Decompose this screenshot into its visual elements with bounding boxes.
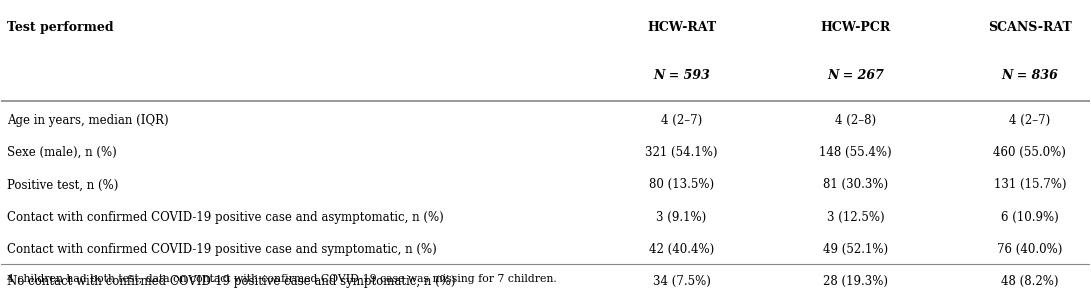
Text: 4 (2–7): 4 (2–7) [661, 114, 703, 127]
Text: 42 (40.4%): 42 (40.4%) [649, 243, 715, 256]
Text: 4 (2–8): 4 (2–8) [835, 114, 876, 127]
Text: 4 (2–7): 4 (2–7) [1009, 114, 1051, 127]
Text: Test performed: Test performed [7, 21, 113, 34]
Text: Contact with confirmed COVID-19 positive case and asymptomatic, n (%): Contact with confirmed COVID-19 positive… [7, 211, 444, 223]
Text: HCW-RAT: HCW-RAT [647, 21, 716, 34]
Text: 81 (30.3%): 81 (30.3%) [823, 178, 888, 191]
Text: 321 (54.1%): 321 (54.1%) [645, 146, 718, 159]
Text: 76 (40.0%): 76 (40.0%) [997, 243, 1063, 256]
Text: 148 (55.4%): 148 (55.4%) [819, 146, 892, 159]
Text: 49 (52.1%): 49 (52.1%) [823, 243, 888, 256]
Text: Sexe (male), n (%): Sexe (male), n (%) [7, 146, 117, 159]
Text: N = 593: N = 593 [654, 69, 710, 82]
Text: 6 (10.9%): 6 (10.9%) [1000, 211, 1058, 223]
Text: 28 (19.3%): 28 (19.3%) [823, 275, 888, 288]
Text: 48 (8.2%): 48 (8.2%) [1002, 275, 1058, 288]
Text: N = 267: N = 267 [827, 69, 884, 82]
Text: 34 (7.5%): 34 (7.5%) [652, 275, 710, 288]
Text: Contact with confirmed COVID-19 positive case and symptomatic, n (%): Contact with confirmed COVID-19 positive… [7, 243, 436, 256]
Text: Age in years, median (IQR): Age in years, median (IQR) [7, 114, 168, 127]
Text: No contact with confirmed COVID-19 positive case and symptomatic, n (%): No contact with confirmed COVID-19 posit… [7, 275, 455, 288]
Text: 3 (12.5%): 3 (12.5%) [827, 211, 885, 223]
Text: 460 (55.0%): 460 (55.0%) [993, 146, 1066, 159]
Text: 131 (15.7%): 131 (15.7%) [994, 178, 1066, 191]
Text: Positive test, n (%): Positive test, n (%) [7, 178, 118, 191]
Text: 3 (9.1%): 3 (9.1%) [657, 211, 707, 223]
Text: HCW-PCR: HCW-PCR [820, 21, 890, 34]
Text: N = 836: N = 836 [1002, 69, 1058, 82]
Text: 4 children had both test, data on contact with confirmed COVID-19 case was missi: 4 children had both test, data on contac… [7, 274, 556, 284]
Text: SCANS-RAT: SCANS-RAT [987, 21, 1071, 34]
Text: 80 (13.5%): 80 (13.5%) [649, 178, 715, 191]
